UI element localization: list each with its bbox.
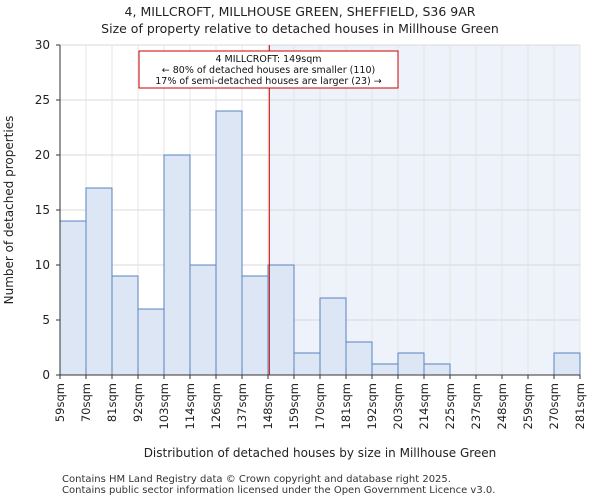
x-tick-label: 59sqm: [53, 383, 67, 422]
y-tick-label: 5: [42, 313, 50, 327]
x-tick-label: 259sqm: [521, 383, 535, 429]
histogram-bar: [423, 363, 451, 376]
histogram-bar: [553, 352, 581, 376]
x-tick-label: 248sqm: [495, 383, 509, 429]
x-tick-label: 126sqm: [209, 383, 223, 429]
x-tick-label: 81sqm: [105, 383, 119, 422]
histogram-bar: [293, 352, 321, 376]
histogram-bar: [215, 110, 243, 376]
footer-copyright: Contains HM Land Registry data © Crown c…: [62, 474, 451, 485]
histogram-bar: [59, 220, 87, 376]
x-tick-label: 114sqm: [183, 383, 197, 429]
y-tick-label: 20: [35, 148, 50, 162]
x-tick-label: 225sqm: [443, 383, 457, 429]
annotation-larger: 17% of semi-detached houses are larger (…: [155, 76, 382, 87]
chart-title: 4, MILLCROFT, MILLHOUSE GREEN, SHEFFIELD…: [124, 4, 476, 19]
x-tick-label: 70sqm: [79, 383, 93, 422]
x-tick-label: 181sqm: [339, 383, 353, 429]
histogram-bar: [137, 308, 165, 376]
histogram-bar: [345, 341, 373, 376]
chart-subtitle: Size of property relative to detached ho…: [101, 21, 499, 36]
x-tick-label: 203sqm: [391, 383, 405, 429]
x-tick-label: 237sqm: [469, 383, 483, 429]
histogram-bar: [371, 363, 399, 376]
x-tick-label: 170sqm: [313, 383, 327, 429]
x-tick-label: 103sqm: [157, 383, 171, 429]
footer-licence: Contains public sector information licen…: [62, 485, 496, 496]
x-tick-label: 192sqm: [365, 383, 379, 429]
x-axis-title: Distribution of detached houses by size …: [144, 446, 497, 460]
histogram-bar: [189, 264, 217, 376]
histogram-bar: [85, 187, 113, 376]
annotation-smaller: ← 80% of detached houses are smaller (11…: [162, 65, 375, 76]
x-tick-label: 92sqm: [131, 383, 145, 422]
y-tick-label: 25: [35, 93, 50, 107]
histogram-bar: [267, 264, 295, 376]
y-tick-label: 15: [35, 203, 50, 217]
y-axis-title: Number of detached properties: [2, 116, 16, 305]
x-tick-label: 148sqm: [261, 383, 275, 429]
y-tick-label: 30: [35, 38, 50, 52]
x-tick-label: 137sqm: [235, 383, 249, 429]
annotation-box: [138, 50, 399, 89]
histogram-bar: [241, 275, 269, 376]
histogram-bar: [111, 275, 139, 376]
x-tick-label: 159sqm: [287, 383, 301, 429]
histogram-bar: [163, 154, 191, 376]
x-tick-label: 214sqm: [417, 383, 431, 429]
x-tick-label: 270sqm: [547, 383, 561, 429]
histogram-bar: [319, 297, 347, 376]
histogram-bar: [397, 352, 425, 376]
y-tick-label: 0: [42, 368, 50, 382]
x-tick-label: 281sqm: [573, 383, 587, 429]
y-tick-label: 10: [35, 258, 50, 272]
annotation-label: 4 MILLCROFT: 149sqm: [215, 54, 321, 65]
